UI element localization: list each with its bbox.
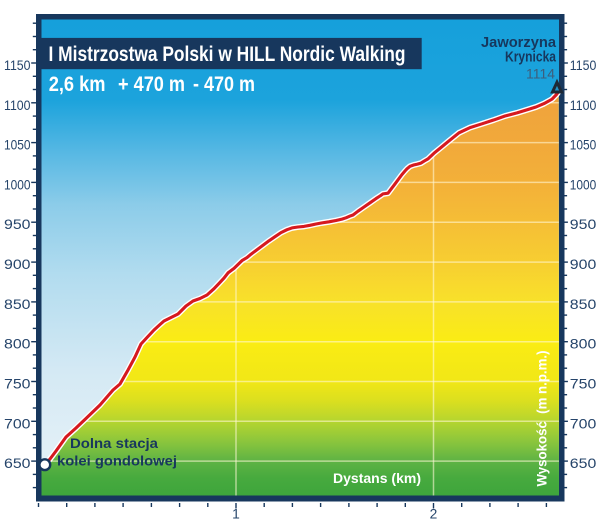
svg-text:1000: 1000	[570, 177, 597, 192]
svg-text:750: 750	[4, 377, 31, 392]
svg-text:Dolna stacja: Dolna stacja	[70, 435, 158, 451]
svg-text:950: 950	[4, 217, 31, 232]
svg-text:900: 900	[4, 257, 31, 272]
svg-text:900: 900	[570, 257, 597, 272]
svg-text:Dystans (km): Dystans (km)	[333, 470, 421, 486]
svg-text:1000: 1000	[4, 177, 31, 192]
svg-text:1100: 1100	[570, 98, 597, 113]
svg-text:Jaworzyna: Jaworzyna	[481, 34, 557, 51]
svg-text:1150: 1150	[570, 58, 597, 73]
svg-text:750: 750	[570, 377, 597, 392]
svg-text:650: 650	[570, 456, 597, 471]
svg-text:1150: 1150	[4, 58, 31, 73]
svg-text:- 470 m: - 470 m	[193, 73, 255, 96]
svg-text:kolei gondolowej: kolei gondolowej	[57, 453, 177, 469]
svg-text:I Mistrzostwa Polski w HILL No: I Mistrzostwa Polski w HILL Nordic Walki…	[49, 43, 406, 66]
svg-text:650: 650	[4, 456, 31, 471]
svg-text:800: 800	[4, 337, 31, 352]
svg-text:950: 950	[570, 217, 597, 232]
svg-text:1: 1	[232, 506, 240, 521]
svg-text:850: 850	[570, 297, 597, 312]
svg-text:1050: 1050	[570, 138, 597, 153]
svg-text:2: 2	[430, 506, 438, 521]
svg-text:1050: 1050	[4, 138, 31, 153]
svg-text:700: 700	[4, 416, 31, 431]
svg-text:800: 800	[570, 337, 597, 352]
svg-text:+ 470 m: + 470 m	[118, 73, 185, 96]
svg-text:Krynicka: Krynicka	[505, 49, 557, 66]
svg-text:850: 850	[4, 297, 31, 312]
svg-text:Wysokość (m n.p.m.): Wysokość (m n.p.m.)	[534, 351, 550, 487]
svg-text:1100: 1100	[4, 98, 31, 113]
svg-text:700: 700	[570, 416, 597, 431]
svg-text:2,6 km: 2,6 km	[49, 73, 106, 96]
svg-text:1114: 1114	[526, 65, 555, 81]
